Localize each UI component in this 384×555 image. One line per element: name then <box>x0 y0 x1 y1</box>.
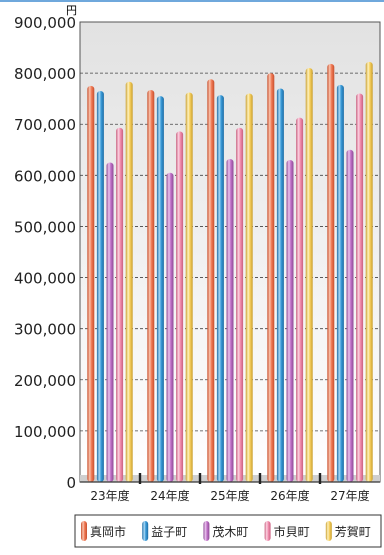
bar <box>166 172 174 482</box>
bar <box>116 127 124 483</box>
x-tick-label: 25年度 <box>210 488 249 503</box>
bar <box>216 95 224 482</box>
bar <box>305 68 313 482</box>
bar <box>185 92 193 483</box>
bar <box>96 91 104 482</box>
category-separator <box>258 473 262 484</box>
category-separator <box>318 473 322 484</box>
y-tick-label: 0 <box>66 474 76 492</box>
top-accent-line <box>0 0 384 2</box>
bar <box>87 85 95 482</box>
legend: 真岡市 益子町 茂木町 市貝町 芳賀町 <box>74 514 382 548</box>
legend-swatch <box>264 521 271 541</box>
bar <box>336 84 344 482</box>
bar <box>286 160 294 482</box>
category-separator <box>138 473 142 484</box>
y-tick-label: 400,000 <box>14 270 76 288</box>
legend-swatch <box>203 521 210 541</box>
y-tick-labels: 900,000 800,000 700,000 600,000 500,000 400,0… <box>14 14 76 492</box>
bar <box>346 149 354 482</box>
legend-label: 益子町 <box>151 525 187 539</box>
x-tick-label: 27年度 <box>330 488 369 503</box>
y-tick-label: 700,000 <box>14 116 76 134</box>
legend-swatch <box>325 521 332 541</box>
bar <box>106 162 114 483</box>
bars <box>87 61 373 483</box>
bar <box>365 61 373 482</box>
bar <box>207 79 215 482</box>
x-tick-label: 26年度 <box>270 488 309 503</box>
bar <box>156 96 164 482</box>
x-tick-labels: 23年度 24年度 25年度 26年度 27年度 <box>90 488 369 503</box>
bar <box>296 117 304 483</box>
bar <box>147 89 155 482</box>
bar <box>236 127 244 483</box>
legend-label: 芳賀町 <box>335 525 371 539</box>
y-tick-label: 300,000 <box>14 321 76 339</box>
legend-label: 市貝町 <box>274 524 310 539</box>
x-tick-label: 24年度 <box>150 488 189 503</box>
legend-label: 真岡市 <box>90 524 126 539</box>
bar <box>276 88 284 482</box>
legend-label: 茂木町 <box>212 525 248 539</box>
y-tick-label: 100,000 <box>14 423 76 441</box>
bar <box>327 63 335 483</box>
y-tick-label: 800,000 <box>14 65 76 83</box>
y-tick-label: 200,000 <box>14 372 76 390</box>
bar <box>226 158 234 482</box>
y-tick-label: 600,000 <box>14 167 76 185</box>
category-separator <box>198 473 202 484</box>
bar <box>176 131 184 482</box>
y-tick-label: 500,000 <box>14 218 76 236</box>
y-unit-label: 円 <box>66 4 77 17</box>
y-tick-label: 900,000 <box>14 14 76 32</box>
x-tick-label: 23年度 <box>90 488 129 503</box>
bar <box>356 93 364 483</box>
axes <box>80 473 380 484</box>
bar <box>267 73 275 482</box>
bar <box>125 81 133 483</box>
legend-swatch <box>81 521 87 541</box>
legend-swatch <box>142 521 149 541</box>
bar <box>245 93 253 483</box>
